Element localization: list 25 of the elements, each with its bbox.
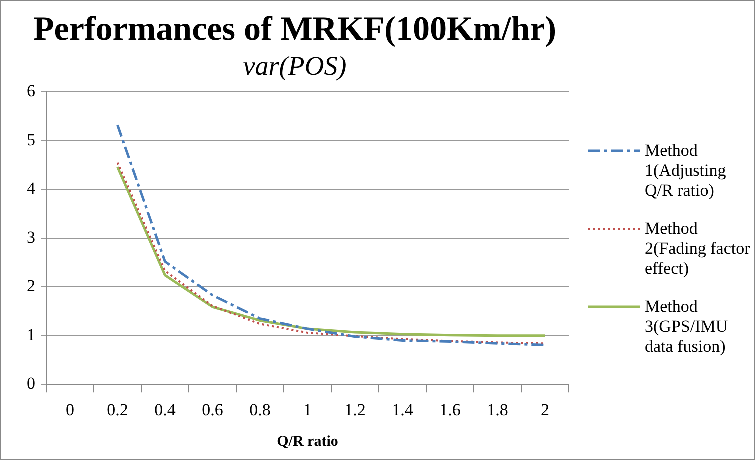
y-tick-label: 3: [27, 228, 36, 247]
x-tick-label: 2: [541, 400, 550, 420]
legend-label: Method 3(GPS/IMU data fusion): [645, 297, 730, 357]
y-tick-label: 1: [27, 325, 36, 344]
chart-subtitle: var(POS): [243, 51, 347, 82]
y-tick-label: 6: [27, 82, 36, 101]
chart-title: Performances of MRKF(100Km/hr): [33, 11, 557, 48]
x-tick-label: 0: [66, 400, 74, 420]
x-tick-label: 1.4: [392, 400, 414, 420]
x-tick-label: 0.2: [107, 400, 128, 420]
y-tick-label: 0: [27, 374, 36, 394]
y-tick-label: 4: [27, 179, 36, 198]
x-tick-label: 0.8: [250, 400, 271, 420]
x-tick-label: 1.6: [440, 400, 461, 420]
x-tick-label: 0.6: [202, 400, 224, 420]
legend-label: Method 1(Adjusting Q/R ratio): [645, 141, 728, 201]
x-tick-label: 1.8: [487, 400, 508, 420]
x-tick-label: 1.2: [344, 400, 366, 420]
x-tick-label: 0.4: [154, 400, 176, 420]
y-tick-label: 2: [27, 276, 36, 296]
x-tick-label: 1: [304, 400, 312, 420]
x-axis-title: Q/R ratio: [277, 434, 338, 450]
legend-label: Method 2(Fading factor effect): [645, 219, 752, 279]
line-series: [116, 124, 546, 346]
y-tick-label: 5: [27, 130, 36, 150]
